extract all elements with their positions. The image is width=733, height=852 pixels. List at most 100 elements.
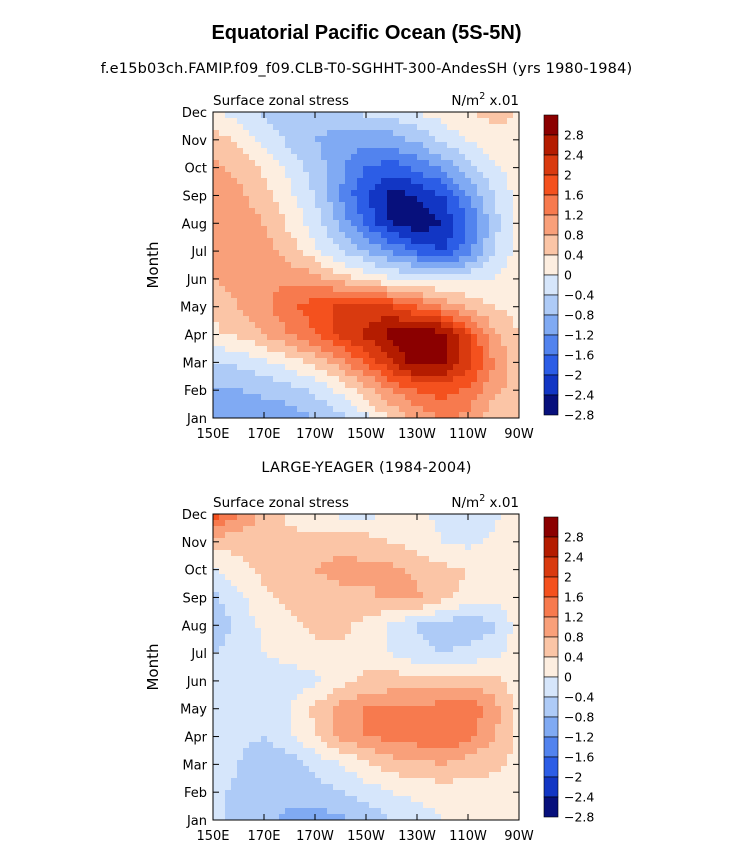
field-cell (339, 346, 346, 353)
field-cell (369, 256, 376, 263)
field-cell (297, 592, 304, 599)
field-cell (237, 652, 244, 659)
field-cell (453, 112, 460, 119)
field-cell (471, 706, 478, 713)
field-cell (441, 412, 448, 419)
field-cell (327, 532, 334, 539)
field-cell (285, 544, 292, 551)
field-cell (357, 148, 364, 155)
field-cell (255, 526, 262, 533)
field-cell (273, 166, 280, 173)
field-cell (297, 340, 304, 347)
field-cell (495, 646, 502, 653)
field-cell (225, 340, 232, 347)
field-cell (291, 352, 298, 359)
field-cell (495, 676, 502, 683)
field-cell (369, 136, 376, 143)
field-cell (315, 376, 322, 383)
field-cell (489, 388, 496, 395)
field-cell (501, 286, 508, 293)
field-cell (303, 298, 310, 305)
field-cell (399, 760, 406, 767)
field-cell (291, 610, 298, 617)
field-cell (423, 592, 430, 599)
field-cell (237, 676, 244, 683)
field-cell (363, 148, 370, 155)
field-cell (255, 778, 262, 785)
field-cell (267, 628, 274, 635)
field-cell (285, 598, 292, 605)
field-cell (303, 628, 310, 635)
field-cell (459, 712, 466, 719)
field-cell (309, 652, 316, 659)
field-cell (297, 184, 304, 191)
field-cell (339, 538, 346, 545)
field-cell (333, 640, 340, 647)
field-cell (429, 226, 436, 233)
field-cell (333, 292, 340, 299)
field-cell (471, 130, 478, 137)
field-cell (261, 682, 268, 689)
field-cell (465, 658, 472, 665)
field-cell (411, 568, 418, 575)
field-cell (213, 166, 220, 173)
field-cell (387, 268, 394, 275)
field-cell (267, 370, 274, 377)
field-cell (507, 160, 514, 167)
field-cell (435, 556, 442, 563)
field-cell (363, 694, 370, 701)
field-cell (363, 730, 370, 737)
field-cell (243, 694, 250, 701)
field-cell (429, 142, 436, 149)
field-cell (243, 220, 250, 227)
field-cell (399, 256, 406, 263)
field-cell (423, 778, 430, 785)
field-cell (495, 112, 502, 119)
field-cell (333, 130, 340, 137)
field-cell (429, 670, 436, 677)
field-cell (399, 592, 406, 599)
field-cell (417, 208, 424, 215)
field-cell (279, 292, 286, 299)
field-cell (429, 616, 436, 623)
field-cell (261, 664, 268, 671)
field-cell (399, 112, 406, 119)
field-cell (273, 628, 280, 635)
field-cell (249, 160, 256, 167)
field-cell (249, 358, 256, 365)
field-cell (489, 166, 496, 173)
field-cell (423, 580, 430, 587)
field-cell (513, 166, 520, 173)
field-cell (405, 562, 412, 569)
field-cell (243, 742, 250, 749)
field-cell (231, 772, 238, 779)
field-cell (507, 334, 514, 341)
field-cell (273, 568, 280, 575)
field-cell (273, 700, 280, 707)
field-cell (309, 688, 316, 695)
field-cell (297, 562, 304, 569)
field-cell (411, 520, 418, 527)
field-cell (357, 358, 364, 365)
field-cell (255, 670, 262, 677)
field-cell (363, 520, 370, 527)
field-cell (447, 514, 454, 521)
field-cell (447, 256, 454, 263)
field-cell (213, 736, 220, 743)
field-cell (225, 748, 232, 755)
field-cell (249, 556, 256, 563)
field-cell (393, 676, 400, 683)
field-cell (351, 142, 358, 149)
field-cell (405, 658, 412, 665)
field-cell (297, 520, 304, 527)
field-cell (273, 616, 280, 623)
field-cell (339, 280, 346, 287)
field-cell (285, 574, 292, 581)
field-cell (477, 604, 484, 611)
field-cell (417, 646, 424, 653)
field-cell (435, 256, 442, 263)
field-cell (339, 688, 346, 695)
field-cell (453, 604, 460, 611)
field-cell (369, 526, 376, 533)
field-cell (273, 376, 280, 383)
